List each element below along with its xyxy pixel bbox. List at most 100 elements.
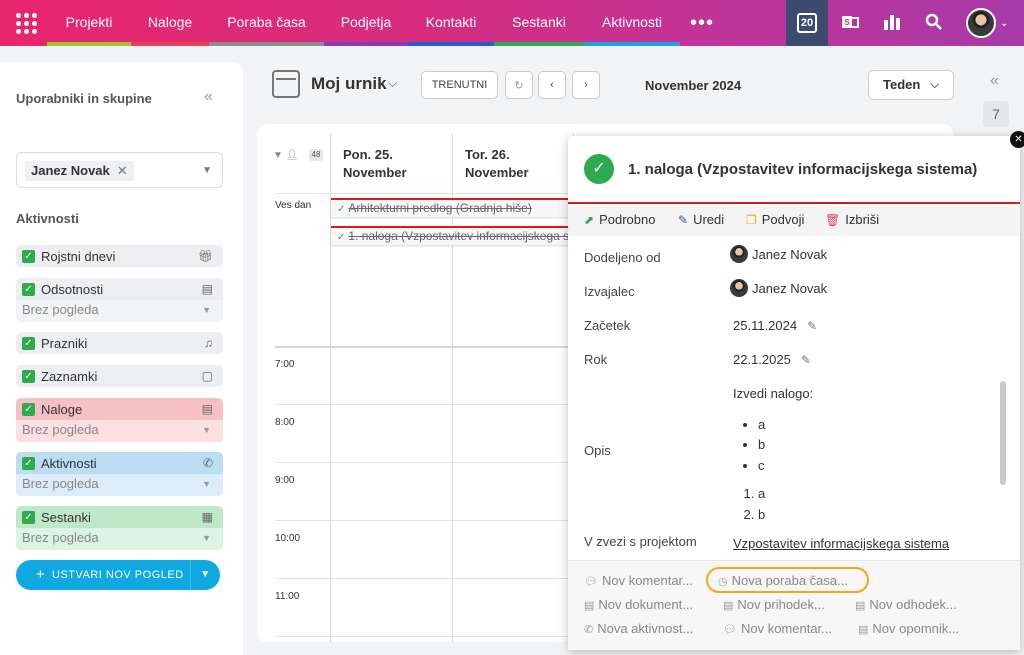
chart-icon[interactable] <box>880 10 904 34</box>
document-icon: ▤ <box>584 600 595 612</box>
nav-naloge[interactable]: Naloge <box>147 14 193 30</box>
create-view-button[interactable]: + USTVARI NOV POGLED ▼ <box>16 560 220 590</box>
checkbox[interactable]: ✓ <box>22 282 35 296</box>
checkbox[interactable]: ✓ <box>22 249 35 263</box>
duplicate-button[interactable]: ❐ Podvoji <box>746 212 804 227</box>
description-intro: Izvedi nalogo: <box>733 386 814 401</box>
activity-aktivnosti[interactable]: ✓ Aktivnosti ✆ Brez pogleda ▼ <box>16 452 223 496</box>
pencil-icon[interactable]: ✎ <box>807 319 818 333</box>
new-activity-button[interactable]: ✆ Nova aktivnost... <box>584 621 693 636</box>
activity-rojstni-dnevi[interactable]: ✓ Rojstni dnevi 🎁︎ <box>16 245 223 267</box>
view-select[interactable]: Brez pogleda ▼ <box>16 528 223 550</box>
next-icon[interactable]: › <box>572 71 600 99</box>
new-reminder-button[interactable]: ▤ Nov opomnik... <box>858 621 959 636</box>
chevron-down-icon[interactable]: ⌄ <box>1000 18 1009 29</box>
day-header[interactable]: Pon. 25. November <box>343 146 407 182</box>
nav-sestanki[interactable]: Sestanki <box>512 14 566 30</box>
activity-prazniki[interactable]: ✓ Prazniki ♫ <box>16 332 223 354</box>
edit-button[interactable]: ✎ Uredi <box>678 212 724 227</box>
nav-poraba-casa[interactable]: Poraba časa <box>227 14 306 30</box>
right-count-badge[interactable]: 7 <box>983 101 1009 127</box>
view-select[interactable]: Teden ⌵ <box>868 70 954 100</box>
refresh-icon[interactable]: ↻ <box>505 71 533 99</box>
new-income-button[interactable]: ▤ Nov prihodek... <box>723 597 825 612</box>
activity-odsotnosti[interactable]: ✓ Odsotnosti ▤ Brez pogleda ▼ <box>16 278 223 322</box>
month-label: November <box>465 165 529 180</box>
dropdown-caret-icon[interactable]: ▼ <box>202 165 212 176</box>
executor-value[interactable]: Janez Novak <box>752 281 828 296</box>
executor-label: Izvajalec <box>584 284 635 299</box>
action-label: Podvoji <box>761 212 805 227</box>
description-numbered: a b <box>758 484 983 522</box>
activity-sestanki[interactable]: ✓ Sestanki ▦ Brez pogleda ▼ <box>16 506 223 550</box>
footer-label: Nov komentar... <box>601 573 694 588</box>
view-select-value: Brez pogleda <box>22 422 99 437</box>
new-time-entry-button[interactable]: ◷ Nova poraba časa... <box>718 573 848 588</box>
checkbox[interactable]: ✓ <box>22 369 35 383</box>
new-comment-button[interactable]: 💬︎ Nov komentar... <box>584 573 693 588</box>
scrollbar[interactable] <box>1000 381 1006 485</box>
project-link[interactable]: Vzpostavitev informacijskega sistema <box>733 536 950 551</box>
collapse-left-icon[interactable]: « <box>204 88 213 105</box>
checkbox[interactable]: ✓ <box>22 456 35 470</box>
user-avatar[interactable] <box>966 8 996 38</box>
page-title[interactable]: Moj urnik <box>311 74 387 93</box>
pencil-icon[interactable]: ✎ <box>800 353 811 367</box>
day-column[interactable] <box>452 134 453 642</box>
today-label: TRENUTNI <box>431 79 488 91</box>
activity-label: Sestanki <box>41 509 91 525</box>
more-dots-icon[interactable]: ••• <box>690 12 715 34</box>
remove-chip-icon[interactable]: ✕ <box>116 163 128 178</box>
pencil-icon: ✎ <box>678 213 689 227</box>
teams-icon[interactable]: S <box>838 10 862 34</box>
chevron-down-icon[interactable]: ⌵ <box>388 76 398 90</box>
activity-zaznamki[interactable]: ✓ Zaznamki ▢ <box>16 365 223 387</box>
new-expense-button[interactable]: ▤ Nov odhodek... <box>855 597 957 612</box>
calendar-event[interactable]: ✓ 1. naloga (Vzpostavitev informacijskega… <box>331 226 571 245</box>
activity-label: Odsotnosti <box>41 281 104 297</box>
new-document-button[interactable]: ▤ Nov dokument... <box>584 597 693 612</box>
description-label: Opis <box>584 443 611 458</box>
chevron-down-icon[interactable]: ▼ <box>190 560 220 590</box>
checkbox[interactable]: ✓ <box>22 336 35 350</box>
user-select[interactable]: Janez Novak ✕ ▼ <box>16 152 223 188</box>
chevron-down-icon: ⌵ <box>930 79 939 91</box>
user-chip[interactable]: Janez Novak ✕ <box>25 161 134 181</box>
action-bar <box>568 206 1020 236</box>
time-label: 10:00 <box>275 533 301 544</box>
collapse-left-icon[interactable]: « <box>990 72 999 89</box>
calendar-event[interactable]: ✓ Arhitekturni predlog (Gradnja hiše) <box>331 198 569 217</box>
prev-icon[interactable]: ‹ <box>538 71 566 99</box>
view-select[interactable]: Brez pogleda ▼ <box>16 420 223 442</box>
bell-icon: ♫ <box>204 336 213 350</box>
details-button[interactable]: ⬈ Podrobno <box>584 212 655 227</box>
footer-label: Nov odhodek... <box>869 597 957 612</box>
day-column[interactable] <box>330 134 331 642</box>
activity-naloge[interactable]: ✓ Naloge ▤ Brez pogleda ▼ <box>16 398 223 442</box>
new-comment-button[interactable]: 💬︎ Nov komentar... <box>723 621 832 636</box>
assigned-by-value[interactable]: Janez Novak <box>752 247 828 262</box>
nav-underline <box>408 42 494 46</box>
filter-icon[interactable]: ▼ 👤︎ <box>273 150 299 161</box>
apps-grid-icon[interactable] <box>14 10 40 36</box>
clipboard-icon: ▤ <box>201 402 213 416</box>
activity-label: Naloge <box>41 401 83 417</box>
day-header[interactable]: Tor. 26. November <box>465 146 529 182</box>
delete-button[interactable]: 🗑︎ Izbriši <box>825 212 879 227</box>
search-icon[interactable] <box>922 10 946 34</box>
close-icon[interactable]: ✕ <box>1010 131 1024 148</box>
nav-podjetja[interactable]: Podjetja <box>340 14 392 30</box>
nav-kontakti[interactable]: Kontakti <box>425 14 477 30</box>
today-button[interactable]: TRENUTNI <box>421 71 498 99</box>
checkbox[interactable]: ✓ <box>22 402 35 416</box>
nav-projekti[interactable]: Projekti <box>65 14 113 30</box>
view-select[interactable]: Brez pogleda ▼ <box>16 300 223 322</box>
view-select-value: Brez pogleda <box>22 476 99 491</box>
view-select[interactable]: Brez pogleda ▼ <box>16 474 223 496</box>
checkbox[interactable]: ✓ <box>22 510 35 524</box>
event-label: Arhitekturni predlog (Gradnja hiše) <box>348 201 532 215</box>
nav-aktivnosti[interactable]: Aktivnosti <box>602 14 662 30</box>
phone-icon: ✆ <box>584 624 594 636</box>
activities-title: Aktivnosti <box>16 211 79 226</box>
calendar-button[interactable]: 20 <box>786 0 828 46</box>
